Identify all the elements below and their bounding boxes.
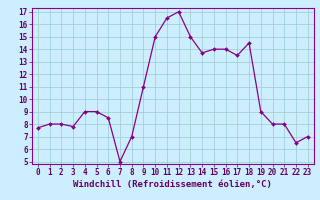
X-axis label: Windchill (Refroidissement éolien,°C): Windchill (Refroidissement éolien,°C): [73, 180, 272, 189]
